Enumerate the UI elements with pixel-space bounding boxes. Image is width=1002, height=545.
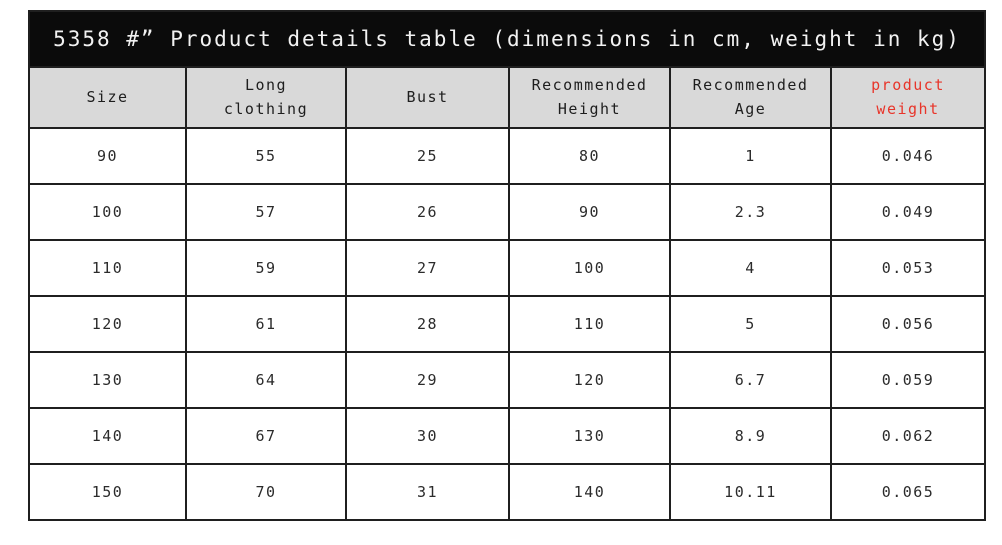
cell-product-weight: 0.053 bbox=[829, 239, 987, 297]
cell-bust: 29 bbox=[345, 351, 510, 409]
col-header-recommended-height-label: Recommended Height bbox=[531, 76, 648, 118]
cell-long-clothing: 61 bbox=[185, 295, 347, 353]
col-header-recommended-age-label: Recommended Age bbox=[692, 76, 809, 118]
cell-bust: 25 bbox=[345, 127, 510, 185]
cell-long-clothing: 57 bbox=[185, 183, 347, 241]
product-size-chart: 5358 #” Product details table (dimension… bbox=[27, 10, 987, 521]
table-row: 100 57 26 90 2.3 0.049 bbox=[28, 183, 987, 241]
table-title: 5358 #” Product details table (dimension… bbox=[27, 10, 987, 68]
table-row: 90 55 25 80 1 0.046 bbox=[28, 127, 987, 185]
col-header-bust: Bust bbox=[345, 66, 510, 129]
cell-product-weight: 0.059 bbox=[829, 351, 987, 409]
table-row: 150 70 31 140 10.11 0.065 bbox=[28, 463, 987, 521]
cell-recommended-height: 100 bbox=[508, 239, 671, 297]
col-header-size-label: Size bbox=[86, 87, 129, 106]
col-header-recommended-height: Recommended Height bbox=[508, 66, 671, 129]
table-row: 130 64 29 120 6.7 0.059 bbox=[28, 351, 987, 409]
cell-recommended-age: 5 bbox=[669, 295, 832, 353]
cell-product-weight: 0.046 bbox=[829, 127, 987, 185]
table-title-row: 5358 #” Product details table (dimension… bbox=[27, 10, 987, 68]
cell-recommended-age: 1 bbox=[669, 127, 832, 185]
col-header-long-clothing-label: Long clothing bbox=[223, 76, 309, 118]
col-header-product-weight: product weight bbox=[829, 66, 987, 129]
cell-size: 140 bbox=[28, 407, 187, 465]
cell-recommended-age: 8.9 bbox=[669, 407, 832, 465]
cell-size: 100 bbox=[28, 183, 187, 241]
cell-size: 130 bbox=[28, 351, 187, 409]
cell-long-clothing: 64 bbox=[185, 351, 347, 409]
cell-recommended-height: 110 bbox=[508, 295, 671, 353]
cell-bust: 27 bbox=[345, 239, 510, 297]
cell-recommended-height: 90 bbox=[508, 183, 671, 241]
cell-size: 120 bbox=[28, 295, 187, 353]
cell-recommended-height: 140 bbox=[508, 463, 671, 521]
cell-bust: 31 bbox=[345, 463, 510, 521]
cell-recommended-age: 6.7 bbox=[669, 351, 832, 409]
cell-long-clothing: 55 bbox=[185, 127, 347, 185]
cell-long-clothing: 59 bbox=[185, 239, 347, 297]
cell-recommended-age: 2.3 bbox=[669, 183, 832, 241]
cell-recommended-age: 10.11 bbox=[669, 463, 832, 521]
cell-bust: 26 bbox=[345, 183, 510, 241]
cell-product-weight: 0.065 bbox=[829, 463, 987, 521]
col-header-recommended-age: Recommended Age bbox=[669, 66, 832, 129]
product-details-table: 5358 #” Product details table (dimension… bbox=[27, 10, 987, 521]
cell-long-clothing: 70 bbox=[185, 463, 347, 521]
cell-recommended-height: 130 bbox=[508, 407, 671, 465]
col-header-product-weight-label: product weight bbox=[871, 76, 945, 118]
table-header-row: Size Long clothing Bust Recommended Heig… bbox=[28, 66, 987, 129]
col-header-bust-label: Bust bbox=[406, 87, 449, 106]
cell-bust: 30 bbox=[345, 407, 510, 465]
cell-bust: 28 bbox=[345, 295, 510, 353]
cell-recommended-age: 4 bbox=[669, 239, 832, 297]
cell-product-weight: 0.056 bbox=[829, 295, 987, 353]
col-header-long-clothing: Long clothing bbox=[185, 66, 347, 129]
cell-size: 150 bbox=[28, 463, 187, 521]
cell-product-weight: 0.049 bbox=[829, 183, 987, 241]
table-row: 140 67 30 130 8.9 0.062 bbox=[28, 407, 987, 465]
cell-product-weight: 0.062 bbox=[829, 407, 987, 465]
col-header-size: Size bbox=[28, 66, 187, 129]
cell-long-clothing: 67 bbox=[185, 407, 347, 465]
cell-recommended-height: 120 bbox=[508, 351, 671, 409]
table-row: 110 59 27 100 4 0.053 bbox=[28, 239, 987, 297]
cell-recommended-height: 80 bbox=[508, 127, 671, 185]
cell-size: 110 bbox=[28, 239, 187, 297]
table-row: 120 61 28 110 5 0.056 bbox=[28, 295, 987, 353]
cell-size: 90 bbox=[28, 127, 187, 185]
